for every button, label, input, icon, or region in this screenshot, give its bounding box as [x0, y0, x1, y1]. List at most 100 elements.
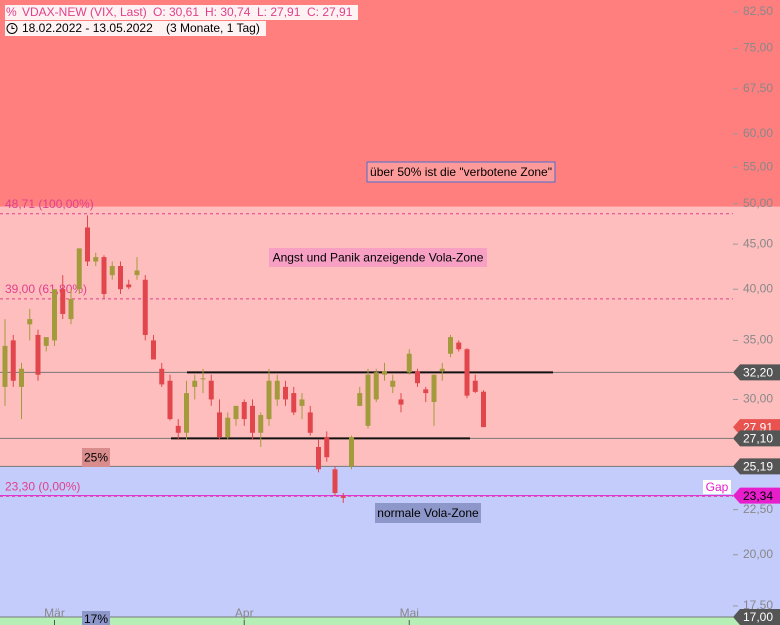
candle-body — [398, 399, 404, 405]
candle-body — [134, 270, 140, 276]
y-tick-label: 45,00 — [743, 236, 773, 250]
candle-body — [448, 337, 453, 354]
ohlc: L: 27,91 — [257, 5, 301, 19]
price-label: 32,20 — [743, 365, 773, 379]
price-label: 17,00 — [743, 610, 773, 624]
price-label: 25,19 — [743, 460, 773, 474]
candle-body — [2, 345, 8, 387]
candle-body — [415, 371, 420, 384]
ohlc: C: 27,91 — [307, 5, 353, 19]
candle-body — [340, 496, 346, 498]
candle-body — [43, 337, 49, 346]
zone — [0, 466, 780, 618]
candle-body — [456, 342, 462, 350]
candle-body — [35, 334, 41, 375]
annotation-box — [269, 248, 487, 267]
candle-body — [373, 372, 379, 400]
candle-body — [52, 289, 57, 341]
candle-body — [266, 380, 272, 420]
annotation-box — [366, 161, 556, 183]
candle-body — [472, 380, 478, 392]
candle-body — [192, 380, 198, 387]
candle-body — [208, 380, 214, 400]
candle-body — [109, 265, 115, 276]
candle-body — [142, 279, 148, 335]
y-tick-label: 20,00 — [743, 547, 773, 561]
zone — [0, 206, 780, 467]
annotation-box — [82, 448, 110, 467]
annotation: Angst und Panik anzeigende Vola-Zone — [273, 251, 484, 265]
candle-body — [175, 425, 181, 433]
candle-body — [27, 319, 33, 325]
candle-body — [349, 436, 354, 467]
annotation: 25% — [84, 451, 108, 465]
candle-body — [93, 257, 99, 262]
x-tick-label: Mai — [400, 606, 419, 620]
y-tick-label: 82,50 — [743, 4, 773, 18]
candle-body — [184, 393, 189, 433]
annotation-box — [82, 611, 110, 625]
candle-body — [225, 417, 231, 437]
x-tick-label: Mär — [44, 606, 65, 620]
candle-body — [291, 393, 297, 413]
candle-body — [439, 368, 445, 372]
candle-body — [101, 257, 107, 295]
candle-body — [332, 469, 338, 493]
candle-body — [357, 393, 363, 406]
y-tick-label: 22,50 — [743, 502, 773, 516]
y-tick-label: 60,00 — [743, 126, 773, 140]
candle-body — [60, 289, 66, 314]
candle-body — [423, 389, 429, 394]
price-box — [733, 430, 780, 447]
candle-body — [382, 371, 387, 375]
y-tick-label: 30,00 — [743, 392, 773, 406]
candle-body — [481, 391, 486, 428]
candle-body — [159, 368, 165, 385]
symbol: VDAX-NEW (VIX, Last) — [22, 5, 147, 19]
price-box — [733, 458, 780, 475]
price-box — [733, 487, 780, 504]
price-label: 27,10 — [743, 432, 773, 446]
annotation: 17% — [84, 612, 108, 625]
candle-body — [200, 378, 206, 380]
candle-body — [217, 412, 222, 437]
header-box — [5, 5, 358, 20]
zone — [0, 617, 780, 625]
ohlc: H: 30,74 — [205, 5, 251, 19]
candle-body — [151, 340, 156, 360]
annotation-box — [703, 480, 731, 494]
clock-icon — [11, 25, 15, 29]
candle-body — [126, 284, 132, 288]
candle-body — [365, 374, 371, 426]
candle-body — [250, 405, 255, 433]
y-tick-label: 17,50 — [743, 598, 773, 612]
candle-body — [307, 412, 313, 433]
price-box — [733, 364, 780, 381]
candle-body — [299, 399, 305, 406]
candle-body — [241, 401, 247, 420]
price-box — [733, 609, 780, 625]
fib-label: 48,71 (100,00%) — [5, 197, 94, 211]
candle-body — [431, 374, 437, 402]
candle-body — [390, 380, 396, 387]
clock-icon — [6, 23, 18, 34]
ohlc: O: 30,61 — [153, 5, 199, 19]
x-tick-label: Apr — [235, 606, 254, 620]
price-label: 23,34 — [743, 489, 773, 503]
candle-body — [324, 436, 330, 458]
header-box — [5, 21, 266, 36]
candle-body — [464, 349, 470, 396]
y-tick-label: 55,00 — [743, 159, 773, 173]
annotation: Gap — [706, 480, 729, 494]
fib-label: 39,00 (61,80%) — [5, 282, 87, 296]
fib-label: 23,30 (0,00%) — [5, 479, 80, 493]
candle-body — [10, 340, 16, 381]
candle-body — [406, 353, 412, 373]
candle-body — [167, 380, 173, 420]
candle-body — [76, 248, 82, 290]
annotation: normale Vola-Zone — [377, 506, 479, 520]
y-tick-label: 40,00 — [743, 281, 773, 295]
candle-body — [68, 298, 74, 320]
